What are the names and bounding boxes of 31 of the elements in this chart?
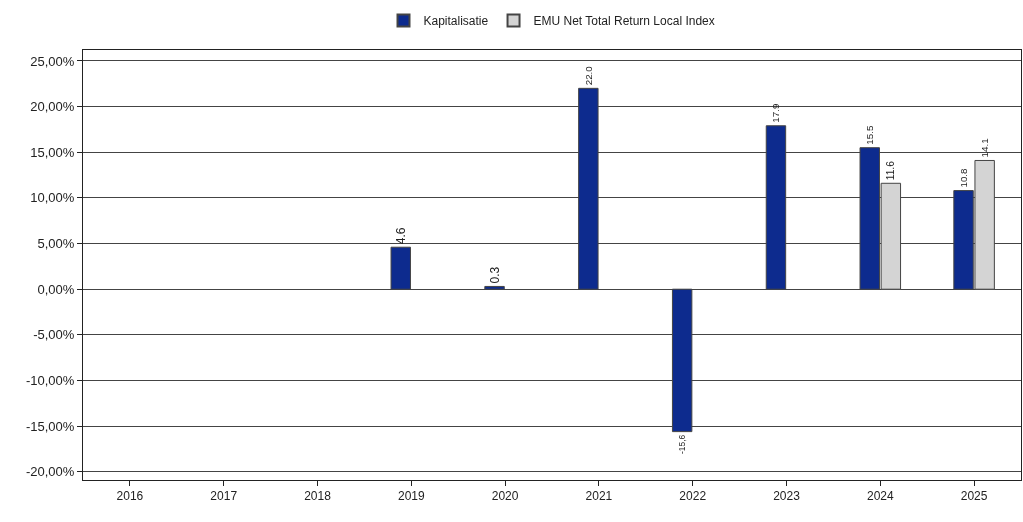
data-label: -15,6 <box>676 434 687 455</box>
data-label: 15.5 <box>864 125 876 145</box>
data-label: 10.8 <box>957 167 969 188</box>
data-label: 4.6 <box>393 227 408 245</box>
x-tick-label: 2021 <box>585 489 613 504</box>
y-tick-label: -5,00% <box>33 327 75 343</box>
x-tick-label: 2022 <box>679 489 707 504</box>
x-tick-label: 2019 <box>397 489 425 504</box>
x-tick-label: 2025 <box>960 489 988 504</box>
data-label: 22.0 <box>582 65 594 86</box>
data-label: 11.6 <box>885 160 897 181</box>
y-tick-label: -15,00% <box>25 418 75 434</box>
data-label: 14.1 <box>978 138 990 158</box>
x-tick-label: 2016 <box>116 489 144 504</box>
x-tick-label: 2023 <box>773 489 801 504</box>
legend-label: Kapitalisatie <box>423 14 489 29</box>
y-tick-label: 20,00% <box>30 99 75 115</box>
y-tick-label: -10,00% <box>25 373 75 389</box>
y-tick-label: 0,00% <box>37 281 75 297</box>
x-tick-label: 2017 <box>210 489 238 504</box>
data-label: 17.9 <box>770 103 782 123</box>
y-tick-label: 25,00% <box>30 53 75 69</box>
y-tick-label: 5,00% <box>37 236 75 252</box>
y-tick-label: -20,00% <box>25 464 75 480</box>
y-tick-label: 10,00% <box>30 190 75 206</box>
x-tick-label: 2024 <box>866 489 894 504</box>
x-tick-label: 2020 <box>491 489 519 504</box>
y-tick-label: 15,00% <box>30 144 75 160</box>
data-label: 0.3 <box>487 266 502 284</box>
legend-label: EMU Net Total Return Local Index <box>533 14 715 29</box>
x-tick-label: 2018 <box>304 489 332 504</box>
